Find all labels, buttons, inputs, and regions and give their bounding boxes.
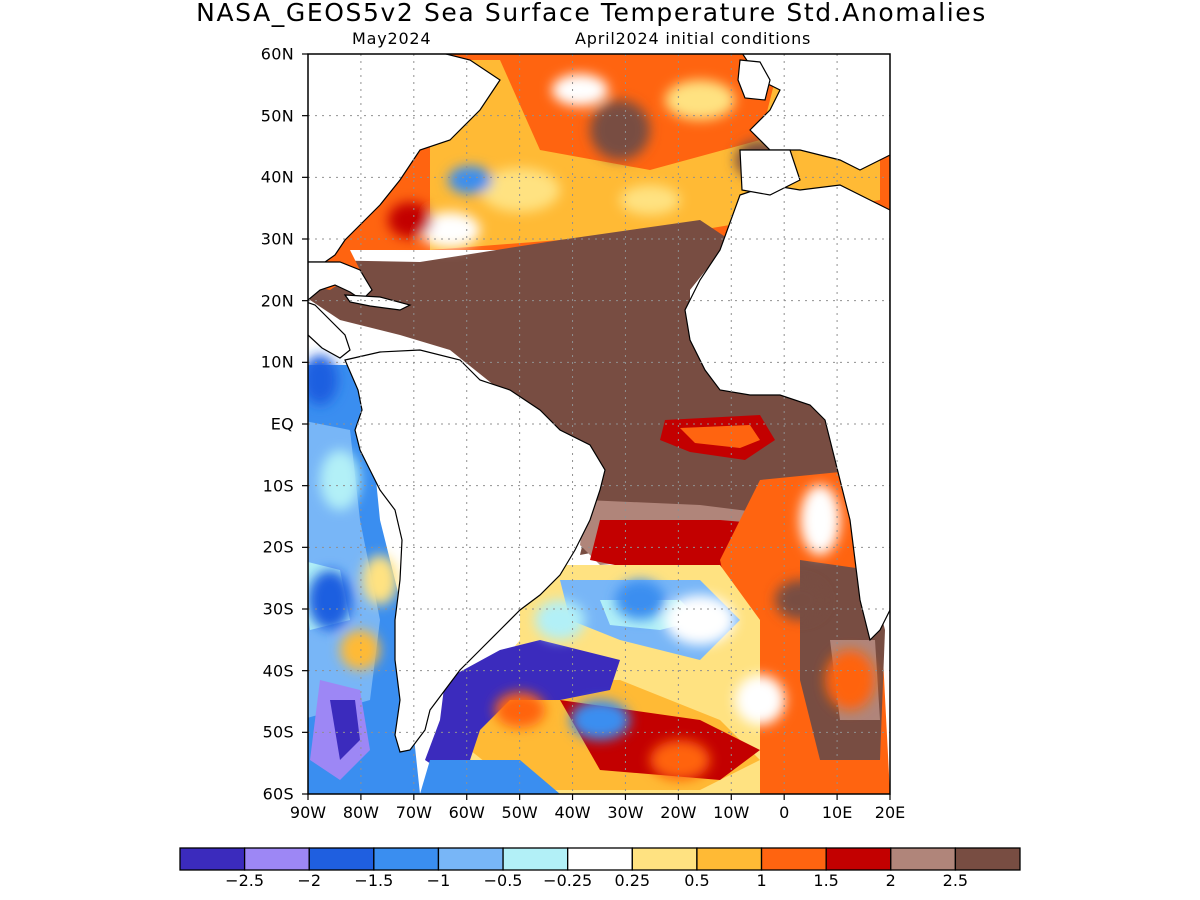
lon-label: 10W — [713, 803, 750, 822]
colorbar-swatch — [825, 847, 892, 871]
colorbar-swatch — [437, 847, 504, 871]
lat-label: 50S — [262, 722, 294, 742]
colorbar-label: −1.5 — [354, 871, 394, 890]
colorbar-label: 1 — [756, 871, 767, 890]
lon-label: 20W — [660, 803, 697, 822]
lat-label: 30S — [262, 599, 294, 619]
lat-label: 40N — [260, 167, 294, 187]
lat-label: 10N — [260, 352, 294, 372]
colorbar-label: −1 — [426, 871, 451, 890]
land-africa — [684, 184, 890, 642]
colorbar-label: −2 — [297, 871, 322, 890]
colorbar-swatch — [760, 847, 827, 871]
graticule — [308, 54, 890, 794]
land — [308, 54, 890, 753]
field-equatorial-orange — [680, 425, 760, 448]
lon-label: 10E — [821, 803, 853, 822]
lat-label: 10S — [262, 476, 294, 496]
colorbar-label: 0.25 — [614, 871, 651, 890]
lat-label: 20S — [262, 537, 294, 557]
colorbar-label: 2.5 — [942, 871, 969, 890]
land-central-america — [308, 302, 351, 359]
colorbar-swatch — [890, 847, 957, 871]
colorbar-swatch — [502, 847, 569, 871]
colorbar-swatch — [179, 847, 246, 871]
lat-label: 60N — [260, 44, 294, 64]
colorbar-label: −0.25 — [543, 871, 593, 890]
land-cuba — [343, 294, 412, 311]
colorbar-swatch — [631, 847, 698, 871]
lat-label: 50N — [260, 106, 294, 126]
colorbar-label: −2.5 — [225, 871, 265, 890]
initial-conditions: April2024 initial conditions — [575, 29, 812, 48]
field-sw-blue — [420, 760, 560, 794]
lat-label: 20N — [260, 291, 294, 311]
lon-label: 30W — [607, 803, 644, 822]
axis-ticks — [302, 53, 891, 800]
lon-label: 90W — [289, 803, 327, 822]
field-pacific-deep — [330, 700, 360, 760]
lon-label: 40W — [554, 803, 591, 822]
land-iberia — [739, 149, 801, 196]
land-uk — [737, 59, 771, 101]
colorbar-swatch — [696, 847, 763, 871]
colorbar-swatch — [954, 847, 1021, 871]
lon-label: 80W — [342, 803, 379, 822]
lat-label: EQ — [270, 414, 294, 434]
field-sw-cold — [425, 640, 620, 770]
lat-label: 60S — [262, 784, 294, 804]
colorbar-swatch — [243, 847, 310, 871]
lon-label: 60W — [448, 803, 485, 822]
anomaly-texture — [308, 74, 875, 780]
colorbar-swatch — [373, 847, 440, 871]
colorbar-label: 1.5 — [813, 871, 839, 890]
colorbar-swatch — [308, 847, 375, 871]
land-north-america — [308, 54, 501, 263]
lon-label: 20E — [874, 803, 906, 822]
colorbar-label: 2 — [885, 871, 896, 890]
lon-label: 0 — [779, 803, 790, 822]
land-florida-gulf — [308, 261, 373, 301]
lon-label: 70W — [395, 803, 432, 822]
colorbar-swatch — [567, 847, 633, 871]
lat-label: 40S — [262, 661, 294, 681]
land-south-america — [344, 349, 606, 753]
field-tropical-north — [310, 220, 860, 555]
map-title: NASA_GEOS5v2 Sea Surface Temperature Std… — [196, 0, 987, 27]
forecast-month: May2024 — [352, 29, 432, 48]
colorbar — [179, 847, 1021, 871]
lat-label: 30N — [260, 229, 294, 249]
colorbar-label: −0.5 — [483, 871, 523, 890]
lon-label: 50W — [501, 803, 538, 822]
colorbar-label: 0.5 — [684, 871, 710, 890]
